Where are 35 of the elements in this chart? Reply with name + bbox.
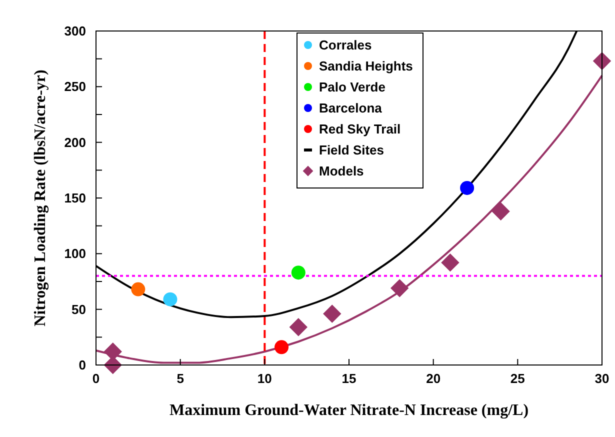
- point: [441, 253, 460, 272]
- point: [163, 292, 178, 306]
- legend-label: Field Sites: [319, 142, 384, 158]
- legend-label: Barcelona: [319, 100, 383, 116]
- legend-label: Corrales: [319, 38, 372, 52]
- x-axis-title: Maximum Ground-Water Nitrate-N Increase (mg/L): [169, 402, 529, 419]
- x-tick-label: 20: [426, 371, 441, 386]
- point: [323, 304, 342, 323]
- x-tick-label: 15: [342, 371, 356, 386]
- point: [274, 340, 289, 354]
- point: [291, 266, 306, 280]
- y-tick-label: 100: [64, 246, 86, 262]
- y-tick-label: 300: [64, 24, 86, 38]
- point: [131, 282, 146, 296]
- point: [390, 279, 409, 298]
- x-tick-label: 30: [594, 371, 610, 386]
- point: [592, 52, 612, 70]
- x-tick-label: 25: [510, 371, 525, 386]
- point: [492, 202, 510, 220]
- x-tick-label: 5: [176, 371, 184, 386]
- point: [460, 180, 474, 195]
- y-axis-title: Nitrogen Loading Rate (lbsN/acre-yr): [32, 70, 49, 326]
- legend-label: Models: [319, 164, 364, 178]
- x-tick-label: 0: [92, 371, 100, 386]
- y-tick-label: 200: [64, 134, 86, 150]
- line-series: [95, 74, 603, 364]
- y-tick-label: 0: [78, 358, 86, 372]
- y-tick-label: 150: [64, 190, 86, 206]
- legend-label: Sandia Heights: [319, 58, 413, 74]
- legend-label: Red Sky Trail: [319, 122, 401, 136]
- x-tick-label: 10: [257, 371, 272, 386]
- legend-label: Palo Verde: [319, 80, 386, 94]
- y-tick-label: 250: [64, 79, 86, 94]
- y-tick-label: 50: [72, 302, 86, 317]
- point: [289, 318, 308, 336]
